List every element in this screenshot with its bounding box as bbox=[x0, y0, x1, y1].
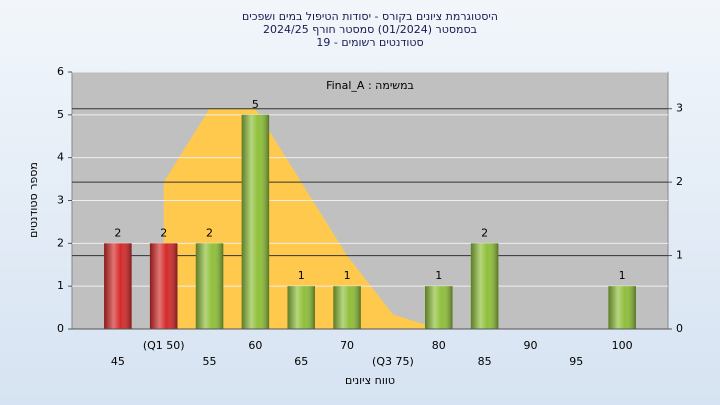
bar-shine bbox=[333, 286, 361, 329]
x-tick-label: (Q1 50) bbox=[143, 339, 185, 352]
y-axis-label: מספר סטודנטים bbox=[27, 162, 40, 238]
x-tick-label: 65 bbox=[294, 355, 308, 368]
x-tick-label: 90 bbox=[523, 339, 537, 352]
bar-shine bbox=[195, 243, 224, 329]
bar-shine bbox=[425, 286, 453, 329]
x-tick-label: 45 bbox=[111, 355, 125, 368]
y-tick-label: 3 bbox=[57, 194, 64, 207]
value-label: 1 bbox=[619, 269, 626, 282]
x-tick-label: 60 bbox=[248, 339, 262, 352]
bar-shine bbox=[608, 286, 636, 329]
value-label: 2 bbox=[160, 226, 167, 239]
bar-shine bbox=[104, 243, 132, 329]
y-tick-label: 5 bbox=[57, 108, 64, 121]
distribution-area bbox=[163, 108, 439, 329]
x-tick-label: 55 bbox=[203, 355, 217, 368]
bar-shine bbox=[149, 243, 178, 329]
value-label: 2 bbox=[114, 226, 121, 239]
y2-tick-label: 2 bbox=[676, 175, 683, 188]
y-tick-label: 4 bbox=[57, 151, 64, 164]
value-label: 2 bbox=[481, 226, 488, 239]
value-label: 5 bbox=[252, 98, 259, 111]
x-tick-label: 100 bbox=[612, 339, 633, 352]
x-axis-label: טווח ציונים bbox=[345, 374, 395, 387]
value-label: 1 bbox=[298, 269, 305, 282]
value-label: 2 bbox=[206, 226, 213, 239]
x-tick-label: 85 bbox=[478, 355, 492, 368]
bar-shine bbox=[241, 114, 270, 329]
bar-shine bbox=[287, 286, 315, 329]
title-line: סטודנטים רשומים - 19 bbox=[316, 36, 423, 49]
y-tick-label: 6 bbox=[57, 65, 64, 78]
y-tick-label: 1 bbox=[57, 279, 64, 292]
title-line: בסמסטר (01/2024) סמסטר חורף 2024/25 bbox=[263, 23, 477, 36]
y-tick-label: 0 bbox=[57, 322, 64, 335]
y2-tick-label: 3 bbox=[676, 102, 683, 115]
annotation: Final_A : במשימה bbox=[326, 79, 414, 92]
x-tick-label: 70 bbox=[340, 339, 354, 352]
y2-tick-label: 0 bbox=[676, 322, 683, 335]
x-tick-label: (Q3 75) bbox=[372, 355, 414, 368]
y-tick-label: 2 bbox=[57, 236, 64, 249]
title-line: היסטוגרמת ציונים בקורס - יסודות הטיפול ב… bbox=[242, 10, 498, 23]
value-label: 1 bbox=[435, 269, 442, 282]
x-tick-label: 80 bbox=[432, 339, 446, 352]
bar-shine bbox=[470, 243, 499, 329]
value-label: 1 bbox=[344, 269, 351, 282]
x-tick-label: 95 bbox=[569, 355, 583, 368]
y2-tick-label: 1 bbox=[676, 249, 683, 262]
